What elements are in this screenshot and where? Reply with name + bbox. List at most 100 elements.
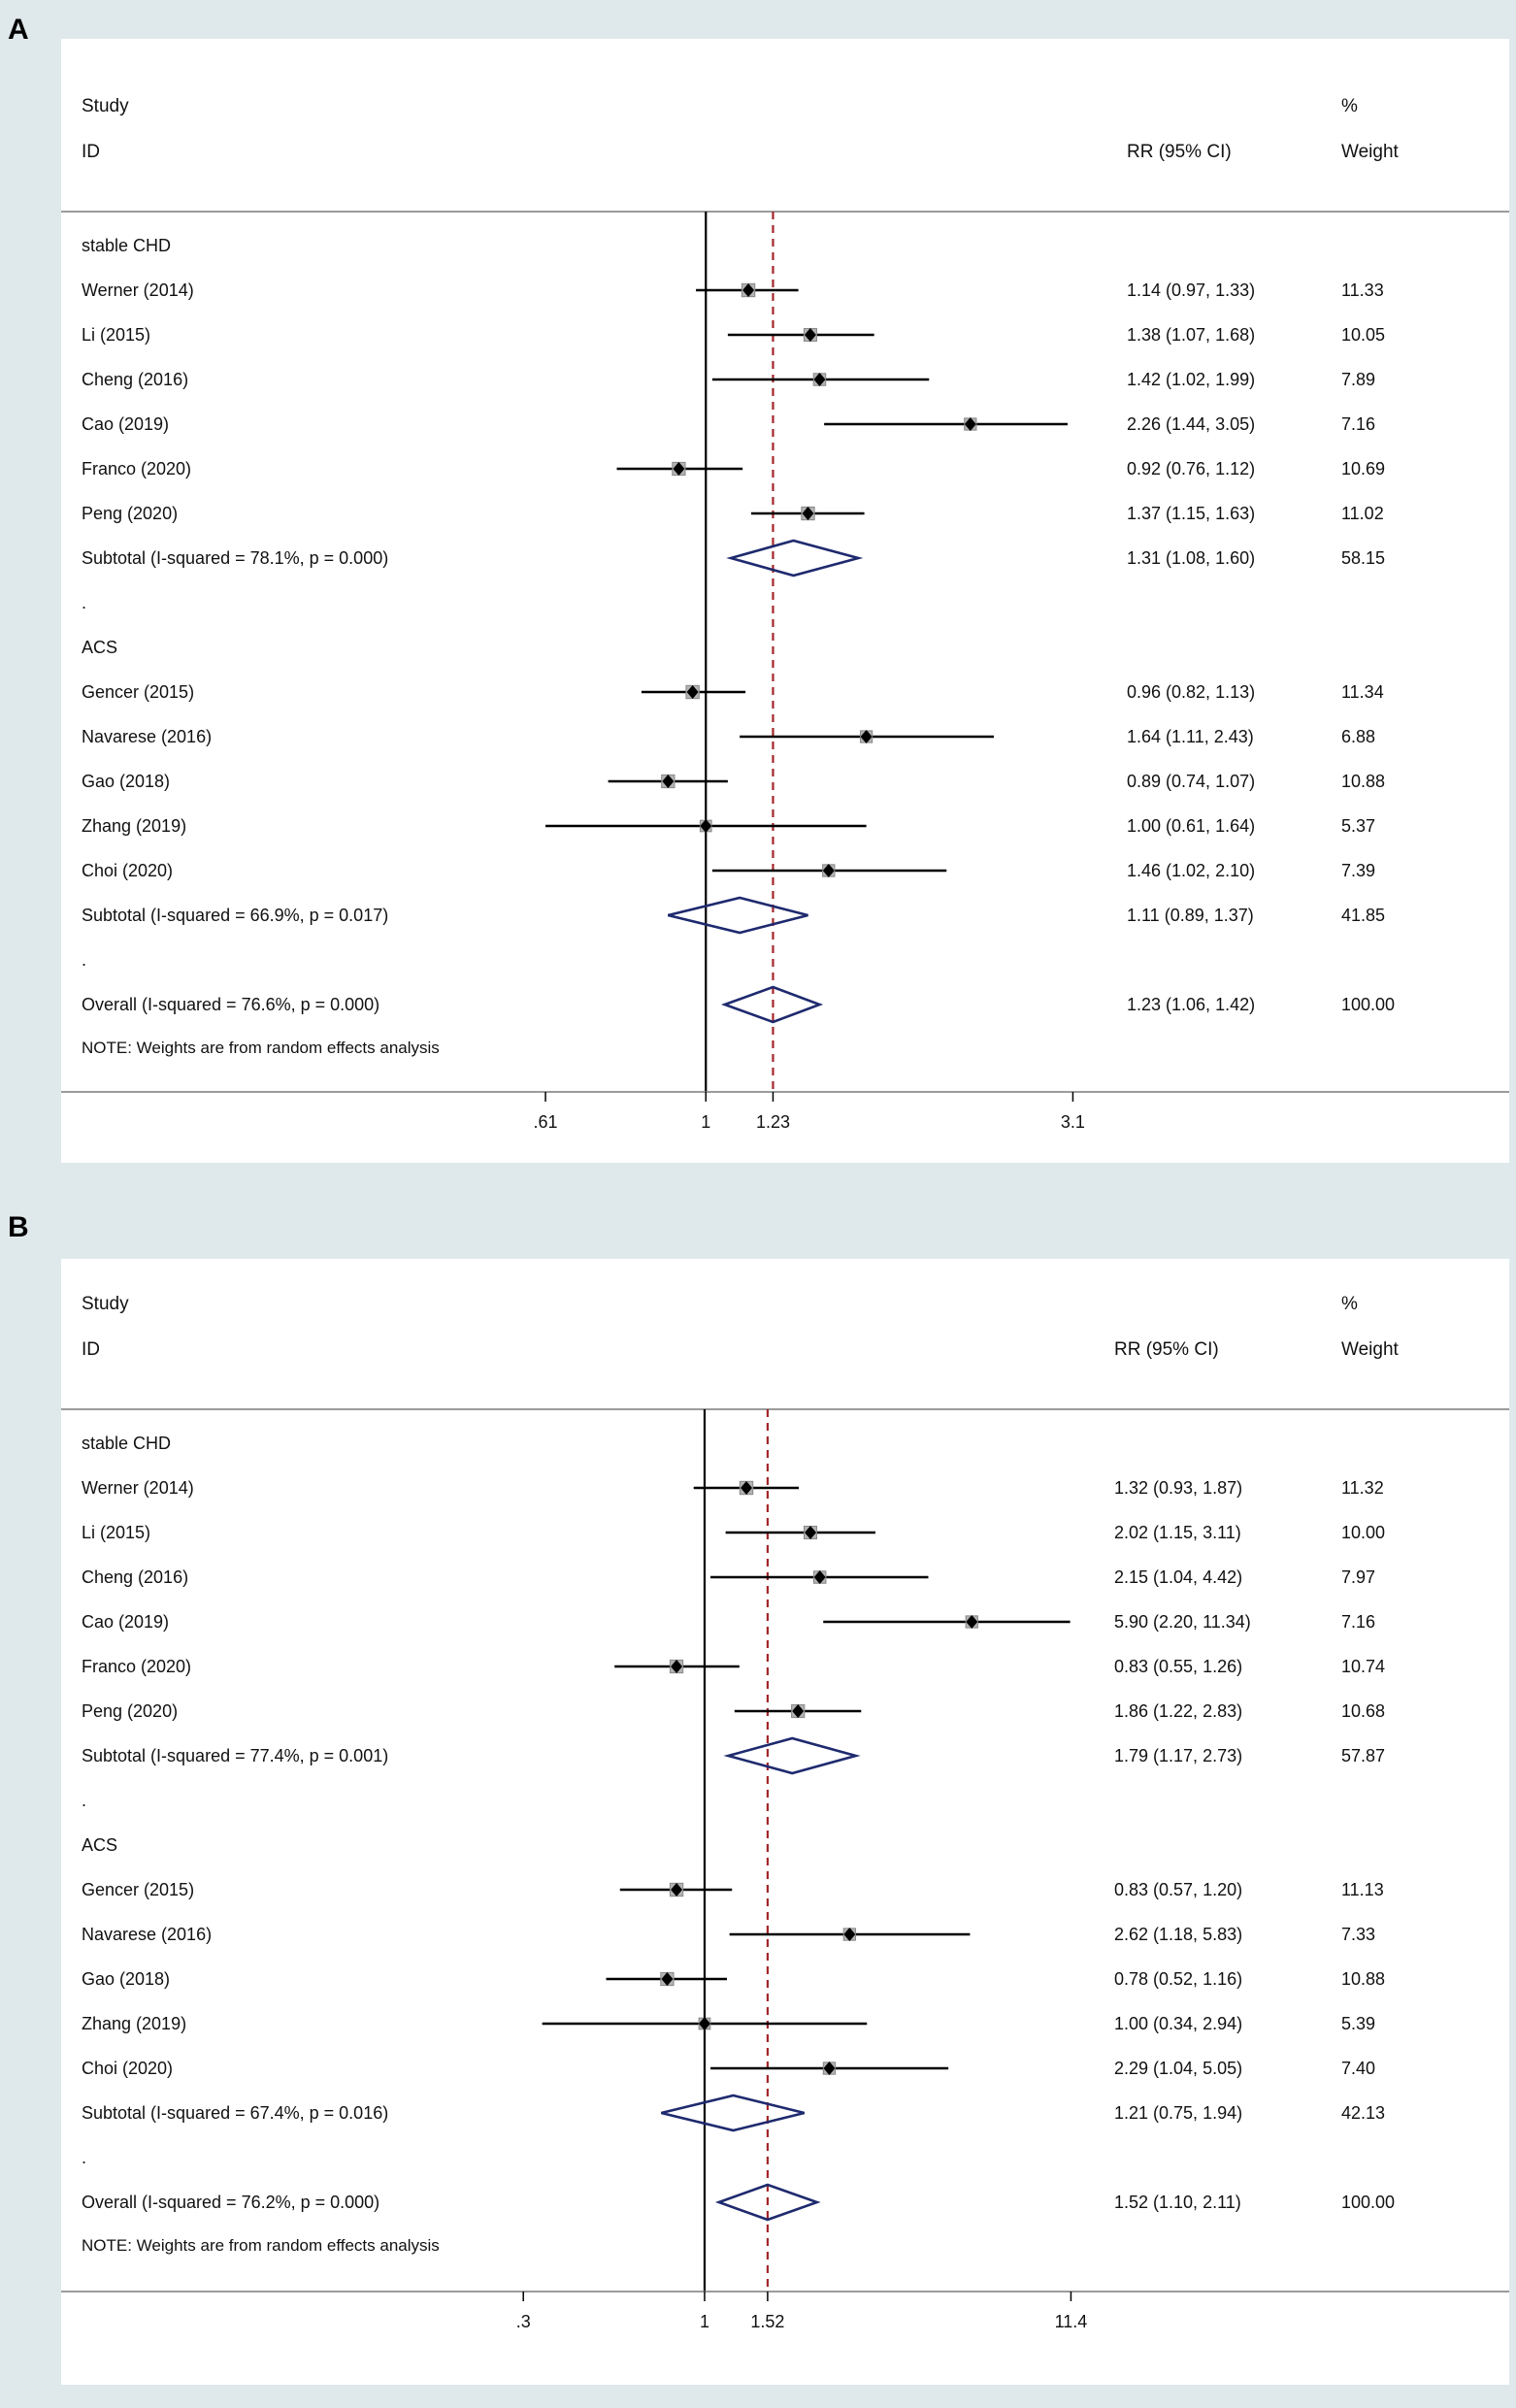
p1-weight-value: 7.16: [1341, 1612, 1375, 1632]
p0-pooled-label: Subtotal (I-squared = 66.9%, p = 0.017): [82, 906, 388, 925]
p0-ci-value: 1.14 (0.97, 1.33): [1127, 280, 1255, 300]
p0-study-label: Cheng (2016): [82, 370, 188, 389]
p0-weight-value: 6.88: [1341, 727, 1375, 746]
p0-weight-value: 11.02: [1341, 504, 1384, 523]
p0-header-percent: %: [1341, 96, 1358, 116]
panel-label-a: A: [8, 14, 29, 46]
p0-point-estimate: [813, 373, 826, 386]
p1-ci-value: 2.15 (1.04, 4.42): [1114, 1567, 1242, 1587]
p0-weight-value: 11.34: [1341, 682, 1384, 702]
p1-weight-value: 11.13: [1341, 1880, 1384, 1899]
p1-point-estimate: [792, 1704, 805, 1718]
p1-weight-value: 10.74: [1341, 1657, 1385, 1676]
p0-weight-value: 10.05: [1341, 325, 1385, 345]
p1-weight-value: 7.97: [1341, 1567, 1375, 1587]
p0-point-estimate: [802, 507, 814, 520]
p1-point-estimate: [805, 1526, 817, 1539]
p0-pooled-diamond: [720, 985, 824, 1024]
p1-point-estimate: [741, 1481, 753, 1495]
p1-pooled-weight-value: 42.13: [1341, 2103, 1385, 2123]
p0-weight-value: 7.16: [1341, 414, 1375, 434]
p1-pooled-diamond: [661, 2094, 806, 2132]
p1-point-estimate: [823, 2062, 836, 2075]
p0-ci-value: 1.46 (1.02, 2.10): [1127, 861, 1255, 880]
p1-weight-value: 10.88: [1341, 1969, 1385, 1989]
p0-group-spacer: .: [82, 593, 86, 612]
p0-group-label: ACS: [82, 638, 117, 657]
p0-point-estimate: [662, 775, 675, 788]
p0-ci-value: 0.92 (0.76, 1.12): [1127, 459, 1255, 478]
p0-point-estimate: [700, 819, 712, 833]
p0-x-tick-label: 1: [701, 1112, 710, 1132]
p0-pooled-diamond: [726, 539, 864, 577]
p0-ci-value: 0.96 (0.82, 1.13): [1127, 682, 1255, 702]
p0-study-label: Navarese (2016): [82, 727, 212, 746]
p1-ci-value: 2.62 (1.18, 5.83): [1114, 1925, 1242, 1944]
p0-group-spacer: .: [82, 950, 86, 970]
p0-pooled-ci-value: 1.11 (0.89, 1.37): [1127, 906, 1254, 925]
p1-point-estimate: [661, 1972, 674, 1986]
p0-group-label: stable CHD: [82, 236, 171, 255]
p0-study-label: Werner (2014): [82, 280, 194, 300]
panel-label-b: B: [8, 1211, 29, 1243]
p1-point-estimate: [671, 1660, 683, 1673]
p1-header-weight: Weight: [1341, 1339, 1400, 1360]
p0-weight-value: 7.89: [1341, 370, 1375, 389]
p1-pooled-label: Subtotal (I-squared = 67.4%, p = 0.016): [82, 2103, 388, 2123]
p1-header-id: ID: [82, 1339, 100, 1360]
p1-ci-value: 2.29 (1.04, 5.05): [1114, 2059, 1242, 2078]
p1-header-study: Study: [82, 1294, 129, 1314]
p1-weight-value: 7.33: [1341, 1925, 1375, 1944]
p1-ci-value: 5.90 (2.20, 11.34): [1114, 1612, 1251, 1632]
p1-x-tick-label: 11.4: [1055, 2312, 1088, 2331]
p0-ci-value: 1.38 (1.07, 1.68): [1127, 325, 1255, 345]
p1-ci-value: 1.00 (0.34, 2.94): [1114, 2014, 1242, 2033]
p0-ci-value: 1.00 (0.61, 1.64): [1127, 816, 1255, 836]
p1-point-estimate: [813, 1570, 826, 1584]
p0-header-id: ID: [82, 142, 100, 162]
p1-study-label: Cao (2019): [82, 1612, 169, 1632]
p1-weight-value: 5.39: [1341, 2014, 1375, 2033]
p0-ci-value: 0.89 (0.74, 1.07): [1127, 772, 1255, 791]
p1-study-label: Navarese (2016): [82, 1925, 212, 1944]
p1-point-estimate: [698, 2017, 710, 2030]
p1-study-label: Zhang (2019): [82, 2014, 186, 2033]
p0-header-study: Study: [82, 96, 129, 116]
p0-pooled-weight-value: 100.00: [1341, 995, 1395, 1014]
forest-plot-a: Study ID% RR (95% CI) Weight stable CHD Werne…: [61, 39, 1509, 1163]
p1-point-estimate: [966, 1615, 978, 1629]
p1-pooled-ci-value: 1.21 (0.75, 1.94): [1114, 2103, 1242, 2123]
p0-weight-value: 5.37: [1341, 816, 1375, 836]
p0-weight-value: 7.39: [1341, 861, 1375, 880]
p0-pooled-ci-value: 1.23 (1.06, 1.42): [1127, 995, 1255, 1014]
p0-ci-value: 1.64 (1.11, 2.43): [1127, 727, 1254, 746]
p0-x-tick-label: .61: [534, 1112, 558, 1132]
p0-header-rr-ci: RR (95% CI): [1127, 142, 1232, 162]
p0-pooled-ci-value: 1.31 (1.08, 1.60): [1127, 548, 1255, 568]
p1-study-label: Cheng (2016): [82, 1567, 188, 1587]
p0-study-label: Gencer (2015): [82, 682, 194, 702]
p1-group-spacer: .: [82, 2148, 86, 2167]
p0-header-weight: Weight: [1341, 142, 1400, 162]
forest-plot-b: Study ID% RR (95% CI) Weight stable CHD Werne…: [61, 1259, 1509, 2385]
p1-ci-value: 1.86 (1.22, 2.83): [1114, 1701, 1242, 1721]
p1-weight-value: 10.68: [1341, 1701, 1385, 1721]
p1-panel-bg: [61, 1259, 1509, 2385]
p0-point-estimate: [742, 283, 755, 297]
p1-pooled-weight-value: 57.87: [1341, 1746, 1385, 1765]
p0-pooled-weight-value: 41.85: [1341, 906, 1385, 925]
p1-x-tick-label: .3: [516, 2312, 531, 2331]
p0-point-estimate: [686, 685, 699, 699]
p1-study-label: Gao (2018): [82, 1969, 170, 1989]
p1-point-estimate: [843, 1928, 856, 1941]
p1-ci-value: 1.32 (0.93, 1.87): [1114, 1478, 1242, 1498]
p1-pooled-ci-value: 1.52 (1.10, 2.11): [1114, 2193, 1241, 2212]
p1-ci-value: 0.83 (0.57, 1.20): [1114, 1880, 1242, 1899]
p1-pooled-label: Overall (I-squared = 76.2%, p = 0.000): [82, 2193, 379, 2212]
p0-x-tick-label: 1.23: [756, 1112, 790, 1132]
p1-weight-value: 7.40: [1341, 2059, 1375, 2078]
p1-x-tick-label: 1: [700, 2312, 709, 2331]
p0-weight-value: 10.88: [1341, 772, 1385, 791]
p1-study-label: Choi (2020): [82, 2059, 173, 2078]
p0-panel-bg: [61, 39, 1509, 1163]
